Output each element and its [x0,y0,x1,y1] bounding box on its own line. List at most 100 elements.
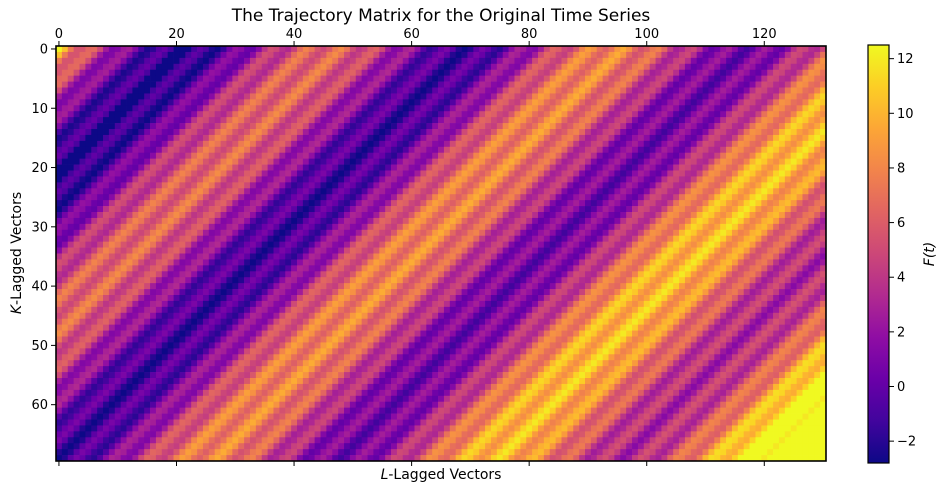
heatmap-cell [820,217,827,225]
heatmap-cell [197,217,204,225]
heatmap-cell [726,51,733,59]
heatmap-cell [537,93,545,100]
heatmap-cell [796,140,803,148]
heatmap-cell [414,69,421,76]
heatmap-cell [414,134,421,142]
heatmap-cell [767,63,774,71]
heatmap-cell [778,212,786,219]
heatmap-cell [443,200,451,207]
heatmap-cell [338,265,345,272]
heatmap-cell [308,123,315,130]
heatmap-cell [438,223,445,231]
heatmap-cell [291,182,298,189]
heatmap-cell [79,253,86,260]
heatmap-cell [820,140,827,148]
heatmap-cell [291,81,298,88]
heatmap-cell [502,123,509,130]
heatmap-cell [314,140,321,148]
heatmap-cell [608,158,615,165]
heatmap-cell [132,176,139,183]
heatmap-cell [690,105,698,112]
heatmap-cell [702,105,709,112]
heatmap-cell [661,134,668,142]
heatmap-cell [238,212,245,219]
heatmap-cell [349,152,357,159]
heatmap-cell [496,182,504,189]
heatmap-cell [632,146,639,154]
heatmap-cell [690,129,698,136]
heatmap-cell [608,194,615,201]
heatmap-cell [226,188,233,195]
heatmap-cell [296,212,304,219]
heatmap-cell [285,117,292,124]
heatmap-cell [144,158,151,165]
heatmap-cell [614,176,621,183]
heatmap-cell [226,57,233,65]
heatmap-cell [344,253,351,260]
heatmap-cell [637,217,645,225]
heatmap-cell [155,93,163,100]
heatmap-cell [708,182,715,189]
heatmap-cell [249,63,257,71]
heatmap-cell [714,146,721,154]
heatmap-cell [485,212,492,219]
heatmap-cell [802,158,809,165]
heatmap-cell [367,111,374,118]
heatmap-cell [432,134,439,142]
heatmap-cell [314,87,321,94]
heatmap-cell [808,117,815,124]
heatmap-cell [585,57,592,65]
heatmap-cell [820,247,827,254]
heatmap-cell [267,146,274,154]
heatmap-cell [720,212,727,219]
heatmap-cell [443,134,451,142]
heatmap-cell [573,57,580,65]
heatmap-cell [408,158,415,165]
heatmap-cell [543,235,551,242]
heatmap-cell [144,129,151,136]
heatmap-cell [520,194,527,201]
heatmap-cell [232,170,239,177]
heatmap-cell [202,140,210,148]
heatmap-cell [661,223,668,231]
heatmap-cell [232,152,239,159]
heatmap-cell [144,46,151,53]
heatmap-cell [743,188,750,195]
heatmap-cell [338,117,345,124]
heatmap-cell [179,146,186,154]
heatmap-cell [402,134,410,142]
heatmap-cell [332,51,339,59]
heatmap-cell [385,158,392,165]
heatmap-cell [620,182,627,189]
heatmap-cell [367,129,374,136]
heatmap-cell [132,134,139,142]
heatmap-cell [150,253,157,260]
heatmap-cell [167,212,174,219]
heatmap-cell [432,117,439,124]
heatmap-cell [285,81,292,88]
heatmap-cell [720,81,727,88]
heatmap-cell [479,93,486,100]
heatmap-cell [490,206,498,213]
heatmap-cell [620,117,627,124]
heatmap-cell [555,194,562,201]
heatmap-cell [443,265,451,272]
heatmap-cell [144,271,151,278]
heatmap-cell [173,129,180,136]
heatmap-cell [367,93,374,100]
heatmap-cell [103,217,110,225]
heatmap-cell [349,241,357,248]
heatmap-cell [808,105,815,112]
heatmap-cell [520,81,527,88]
heatmap-cell [79,194,86,201]
heatmap-cell [144,217,151,225]
heatmap-cell [120,188,127,195]
heatmap-cell [103,253,110,260]
heatmap-cell [790,217,797,225]
heatmap-cell [191,235,198,242]
heatmap-cell [367,69,374,76]
heatmap-cell [126,229,133,237]
heatmap-cell [326,93,333,100]
heatmap-cell [755,81,762,88]
heatmap-cell [214,99,221,106]
